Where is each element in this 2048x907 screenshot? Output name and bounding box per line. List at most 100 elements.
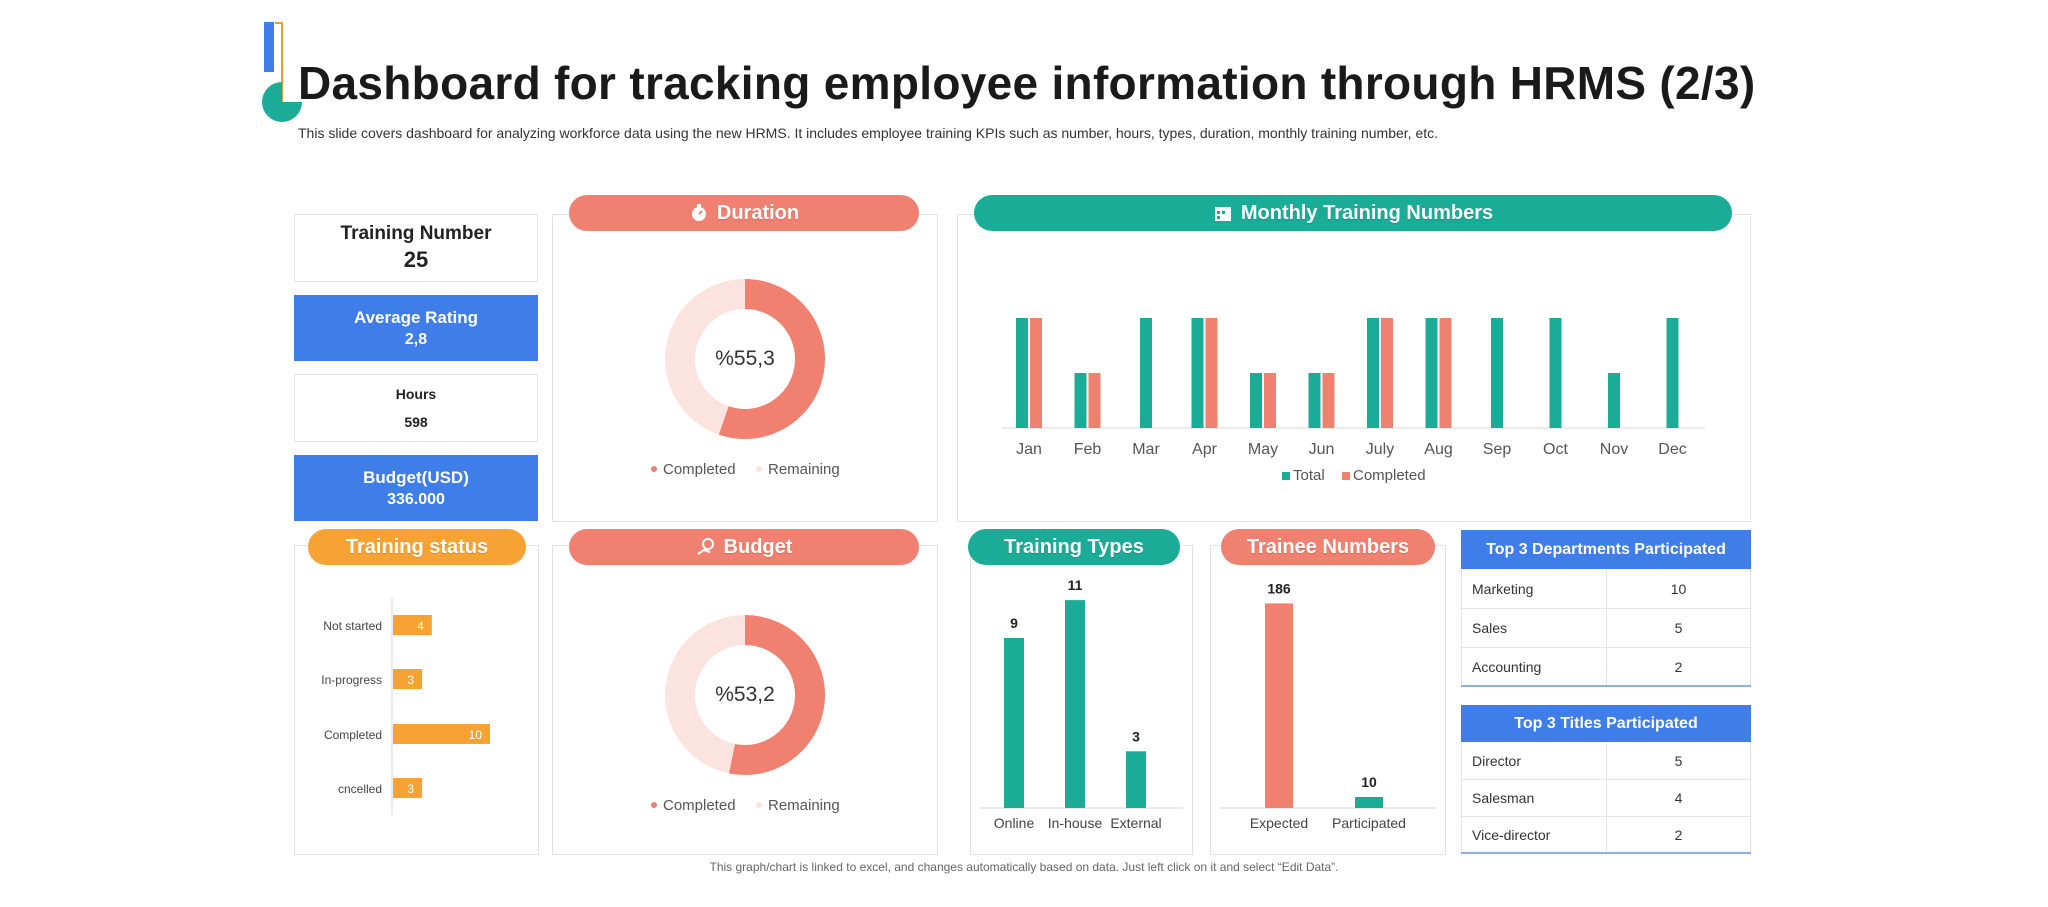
budget-chart: %53,2 Completed Remaining bbox=[651, 615, 840, 814]
training-status-category-label: In-progress bbox=[321, 673, 382, 687]
kpi-average-rating: Average Rating 2,8 bbox=[294, 295, 538, 361]
kpi-average-rating-value: 2,8 bbox=[404, 330, 428, 348]
monthly-bar-completed bbox=[1205, 318, 1218, 428]
monthly-x-label: Oct bbox=[1543, 441, 1568, 458]
budget-title: Budget bbox=[723, 535, 793, 558]
training-types-bar bbox=[1004, 637, 1024, 808]
top-titles-value-cell: 4 bbox=[1607, 780, 1751, 816]
monthly-header: Monthly Training Numbers bbox=[974, 195, 1732, 231]
training-status-value-label: 4 bbox=[417, 619, 424, 633]
kpi-hours-label: Hours bbox=[395, 386, 437, 402]
training-status-value-label: 10 bbox=[469, 728, 483, 742]
budget-legend-remaining-swatch bbox=[756, 802, 762, 808]
budget-center-label: %53,2 bbox=[715, 683, 775, 706]
duration-legend-remaining: Remaining bbox=[768, 461, 840, 478]
trainee-numbers-panel bbox=[1210, 545, 1446, 855]
kpi-budget-usd: Budget(USD) 336.000 bbox=[294, 455, 538, 521]
monthly-bar-total bbox=[1549, 318, 1562, 428]
monthly-legend-total: Total bbox=[1293, 467, 1325, 484]
top-departments-name-cell: Sales bbox=[1461, 609, 1607, 647]
monthly-x-label: May bbox=[1248, 441, 1278, 458]
budget-slice-remaining bbox=[665, 615, 745, 774]
monthly-bar-completed bbox=[1264, 373, 1276, 428]
page-title: Dashboard for tracking employee informat… bbox=[298, 57, 1756, 109]
training-types-category-label: External bbox=[1110, 815, 1161, 831]
training-status-category-label: Not started bbox=[323, 619, 382, 633]
monthly-bar-completed bbox=[1322, 373, 1335, 428]
monthly-x-label: Sep bbox=[1483, 441, 1512, 458]
top-departments-value-cell: 5 bbox=[1607, 609, 1751, 647]
duration-slice-completed bbox=[718, 279, 825, 439]
top-titles-value-cell: 2 bbox=[1607, 817, 1751, 852]
trainee-numbers-bar bbox=[1265, 603, 1293, 808]
monthly-x-label: Dec bbox=[1658, 441, 1686, 458]
training-status-title: Training status bbox=[345, 535, 489, 558]
duration-center-label: %55,3 bbox=[715, 347, 775, 370]
monthly-bar-completed bbox=[1381, 318, 1393, 428]
top-departments-value-cell: 2 bbox=[1607, 648, 1751, 685]
duration-title: Duration bbox=[716, 201, 800, 224]
training-status-panel bbox=[294, 545, 539, 855]
monthly-bar-total bbox=[1491, 318, 1503, 428]
training-types-bar bbox=[1126, 751, 1146, 808]
duration-chart: %55,3 Completed Remaining bbox=[651, 279, 840, 478]
top-titles-header: Top 3 Titles Participated bbox=[1461, 705, 1751, 742]
top-departments-value-cell: 10 bbox=[1607, 570, 1751, 608]
trainee-numbers-category-label: Expected bbox=[1250, 815, 1308, 831]
top-departments-row: Sales 5 bbox=[1461, 609, 1751, 648]
monthly-bar-total bbox=[1191, 318, 1204, 428]
trainee-numbers-chart: 186 Expected 10 Participated bbox=[1220, 580, 1436, 831]
trainee-numbers-bar bbox=[1355, 797, 1383, 808]
kpi-average-rating-label: Average Rating bbox=[353, 307, 479, 327]
monthly-bar-total bbox=[1140, 318, 1152, 428]
monthly-bar-total bbox=[1367, 318, 1379, 428]
duration-legend-remaining-swatch bbox=[756, 466, 762, 472]
monthly-bar-total bbox=[1308, 373, 1321, 428]
monthly-bar-total bbox=[1016, 318, 1028, 428]
monthly-x-label: Jun bbox=[1309, 441, 1335, 458]
top-titles-row: Director 5 bbox=[1461, 743, 1751, 780]
kpi-training-number-label: Training Number bbox=[340, 223, 492, 244]
training-status-bar bbox=[393, 669, 423, 689]
top-departments-header: Top 3 Departments Participated bbox=[1461, 530, 1751, 569]
monthly-legend-total-swatch bbox=[1282, 472, 1290, 480]
budget-legend-completed: Completed bbox=[663, 797, 736, 814]
budget-panel bbox=[552, 545, 938, 855]
training-types-chart: 9 Online 11 In-house 3 External bbox=[980, 577, 1183, 831]
monthly-x-label: Apr bbox=[1192, 441, 1218, 458]
training-status-category-label: Completed bbox=[324, 728, 382, 742]
footer-note: This graph/chart is linked to excel, and… bbox=[709, 860, 1339, 874]
monthly-x-label: Feb bbox=[1074, 441, 1102, 458]
monthly-legend-completed: Completed bbox=[1353, 467, 1426, 484]
budget-legend-remaining: Remaining bbox=[768, 797, 840, 814]
training-types-header: Training Types bbox=[968, 529, 1180, 565]
training-status-category-label: cncelled bbox=[338, 782, 382, 796]
top-departments-row: Marketing 10 bbox=[1461, 570, 1751, 609]
kpi-training-number: Training Number 25 bbox=[294, 214, 538, 282]
monthly-bar-total bbox=[1250, 373, 1262, 428]
header-accent-bar bbox=[264, 22, 274, 72]
training-types-title: Training Types bbox=[1004, 535, 1144, 558]
duration-panel bbox=[552, 214, 938, 522]
training-types-value-label: 11 bbox=[1068, 577, 1083, 593]
monthly-x-label: Nov bbox=[1600, 441, 1628, 458]
duration-legend-completed-swatch bbox=[651, 466, 657, 472]
training-status-bar bbox=[393, 615, 432, 635]
monthly-chart: Jan Feb Mar Apr May Jun July Aug Sep Oct Nov Dec To… bbox=[1002, 318, 1705, 484]
kpi-budget-usd-label: Budget(USD) bbox=[363, 467, 469, 487]
training-types-category-label: In-house bbox=[1048, 815, 1103, 831]
training-status-bar bbox=[393, 778, 423, 798]
stopwatch-icon bbox=[691, 204, 706, 221]
calendar-icon bbox=[1214, 207, 1231, 221]
kpi-hours-value: 598 bbox=[404, 414, 428, 430]
training-types-value-label: 3 bbox=[1132, 728, 1140, 744]
page-subtitle: This slide covers dashboard for analyzin… bbox=[298, 125, 1439, 141]
monthly-bar-total bbox=[1425, 318, 1438, 428]
kpi-hours: Hours 598 bbox=[294, 374, 538, 442]
training-types-bar bbox=[1065, 600, 1085, 808]
monthly-bar-completed bbox=[1030, 318, 1042, 428]
duration-slice-remaining bbox=[665, 279, 745, 435]
budget-header: Budget bbox=[569, 529, 919, 565]
trainee-numbers-category-label: Participated bbox=[1332, 815, 1406, 831]
top-departments-name-cell: Accounting bbox=[1461, 648, 1607, 685]
